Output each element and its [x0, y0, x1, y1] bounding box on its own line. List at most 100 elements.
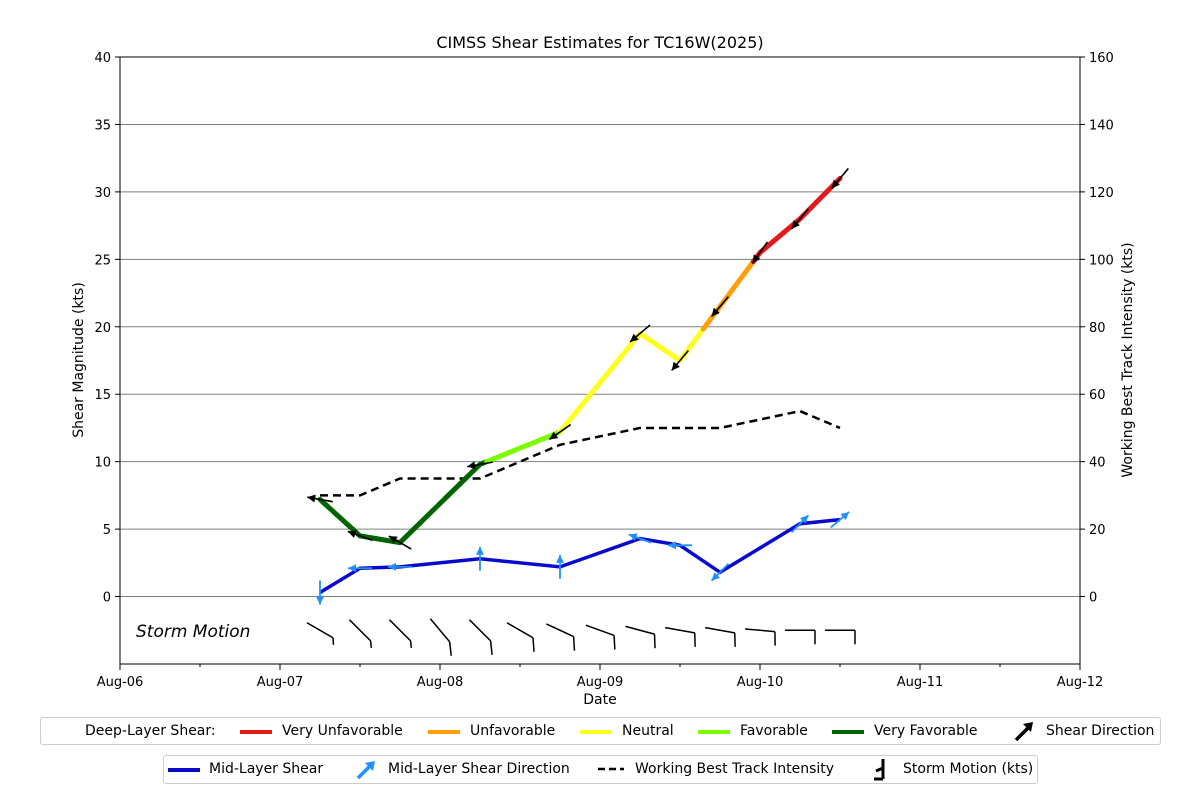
legend-swatch-unfavorable [428, 730, 460, 734]
y2-tick-label: 20 [1089, 523, 1106, 538]
storm-motion-barb [825, 629, 856, 645]
mid-layer-line [319, 517, 841, 595]
barb-staff [388, 619, 412, 642]
deep-layer-arrow [548, 423, 572, 441]
barb-staff [468, 619, 492, 642]
arrow-head [671, 361, 680, 371]
barb-staff [348, 619, 372, 642]
barb-flag [572, 636, 576, 651]
arrow-head [467, 461, 476, 470]
storm-motion-barb [665, 626, 696, 647]
mid-layer-direction-arrow-icon [356, 761, 375, 780]
mid-layer-arrow [556, 554, 564, 579]
arrow-head [630, 333, 639, 342]
barb-flag [532, 637, 535, 652]
y2-tick-label: 100 [1089, 253, 1114, 268]
legend-swatch-neutral [580, 730, 612, 734]
deep-layer-arrow [711, 296, 729, 318]
legend-swatch-very-unfavorable [240, 730, 272, 734]
storm-motion-barb [744, 628, 776, 646]
barb-staff [705, 626, 735, 634]
legend-swatch-very-favorable [832, 730, 864, 734]
legend-very-favorable: Very Favorable [874, 723, 978, 739]
storm-motion-label: Storm Motion [136, 622, 250, 642]
y-tick-label: 15 [94, 388, 111, 403]
arrow-head [347, 530, 357, 538]
legend-favorable: Favorable [740, 723, 808, 739]
legend-very-unfavorable: Very Unfavorable [282, 723, 403, 739]
x-tick-label: Aug-07 [257, 675, 304, 690]
legend-mid-layer-shear: Mid-Layer Shear [209, 761, 324, 777]
legend-storm-motion: Storm Motion (kts) [903, 761, 1034, 777]
arrow-head [628, 533, 638, 541]
barb-staff [506, 622, 534, 639]
grid-lines [120, 56, 1080, 598]
barb-flag [489, 640, 493, 655]
y2-tick-label: 140 [1089, 118, 1114, 133]
y2-axis-label: Working Best Track Intensity (kts) [1120, 242, 1136, 477]
arrow-head [800, 515, 809, 524]
y2-tick-label: 120 [1089, 186, 1114, 201]
storm-motion-barb [468, 619, 493, 655]
x-tick-label: Aug-11 [897, 675, 944, 690]
deep-layer-arrow [307, 494, 333, 503]
series-layer [306, 167, 856, 656]
legend-swatch-mid-layer-shear [168, 768, 200, 772]
legend-shear-direction: Shear Direction [1046, 723, 1155, 739]
y2-tick-label: 60 [1089, 388, 1106, 403]
barb-flag [332, 637, 335, 645]
x-tick-label: Aug-10 [737, 675, 784, 690]
mid-layer-arrow [830, 511, 850, 529]
y2-tick-label: 0 [1089, 591, 1097, 606]
storm-motion-barb [546, 623, 576, 651]
deep-layer-arrow [751, 241, 769, 264]
y-tick-label: 40 [94, 51, 111, 66]
arrow-head [556, 554, 564, 563]
x-tick-label: Aug-12 [1057, 675, 1104, 690]
y-tick-label: 30 [94, 186, 111, 201]
legend-best-track: Working Best Track Intensity [635, 761, 835, 777]
x-tick-label: Aug-09 [577, 675, 624, 690]
mid-layer-arrow [628, 533, 652, 544]
barb-flag [653, 634, 656, 649]
mid-layer-arrow [476, 546, 484, 571]
barb-staff [546, 623, 574, 638]
arrow-head [307, 494, 316, 503]
legend-neutral: Neutral [622, 723, 674, 739]
axes: 0 5 10 15 20 25 30 35 40 0 20 40 60 80 100 120 140 160 Aug… [94, 51, 1113, 690]
storm-motion-barb [625, 625, 656, 649]
chart-title: CIMSS Shear Estimates for TC16W(2025) [436, 33, 763, 52]
storm-motion-barb [348, 619, 373, 648]
arrow-head [316, 596, 324, 605]
best-track-line [320, 409, 841, 497]
x-axis-label: Date [583, 692, 616, 708]
arrow-head [711, 572, 720, 581]
y2-tick-label: 160 [1089, 51, 1114, 66]
storm-motion-barb-icon [874, 759, 885, 781]
y2-tick-label: 40 [1089, 456, 1106, 471]
mid-layer-arrow [668, 541, 692, 550]
arrow-head [476, 546, 484, 555]
barb-flag [448, 641, 452, 656]
y-tick-label: 20 [94, 321, 111, 336]
barb-staff [429, 618, 451, 643]
mid-layer-arrow [790, 514, 810, 533]
arrow-head [711, 307, 720, 317]
legend-swatch-favorable [698, 730, 730, 734]
legend-swatch-best-track [598, 767, 624, 771]
x-tick-label: Aug-06 [97, 675, 144, 690]
mid-layer-legend: Mid-Layer Shear Mid-Layer Shear Directio… [163, 755, 1038, 784]
y-tick-label: 0 [103, 591, 111, 606]
arrow-head [668, 541, 676, 550]
arrow-head [831, 179, 840, 189]
y-tick-label: 5 [103, 523, 111, 538]
arrow-head [348, 564, 356, 573]
barb-staff [306, 622, 334, 639]
y-tick-label: 35 [94, 118, 111, 133]
y-tick-label: 10 [94, 456, 111, 471]
barb-staff [665, 626, 695, 634]
shear-direction-arrow-icon [1014, 722, 1033, 742]
deep-layer-arrow [791, 208, 809, 230]
arrow-head [840, 511, 850, 521]
deep-layer-legend: Deep-Layer Shear: Very Unfavorable Unfav… [40, 717, 1161, 745]
